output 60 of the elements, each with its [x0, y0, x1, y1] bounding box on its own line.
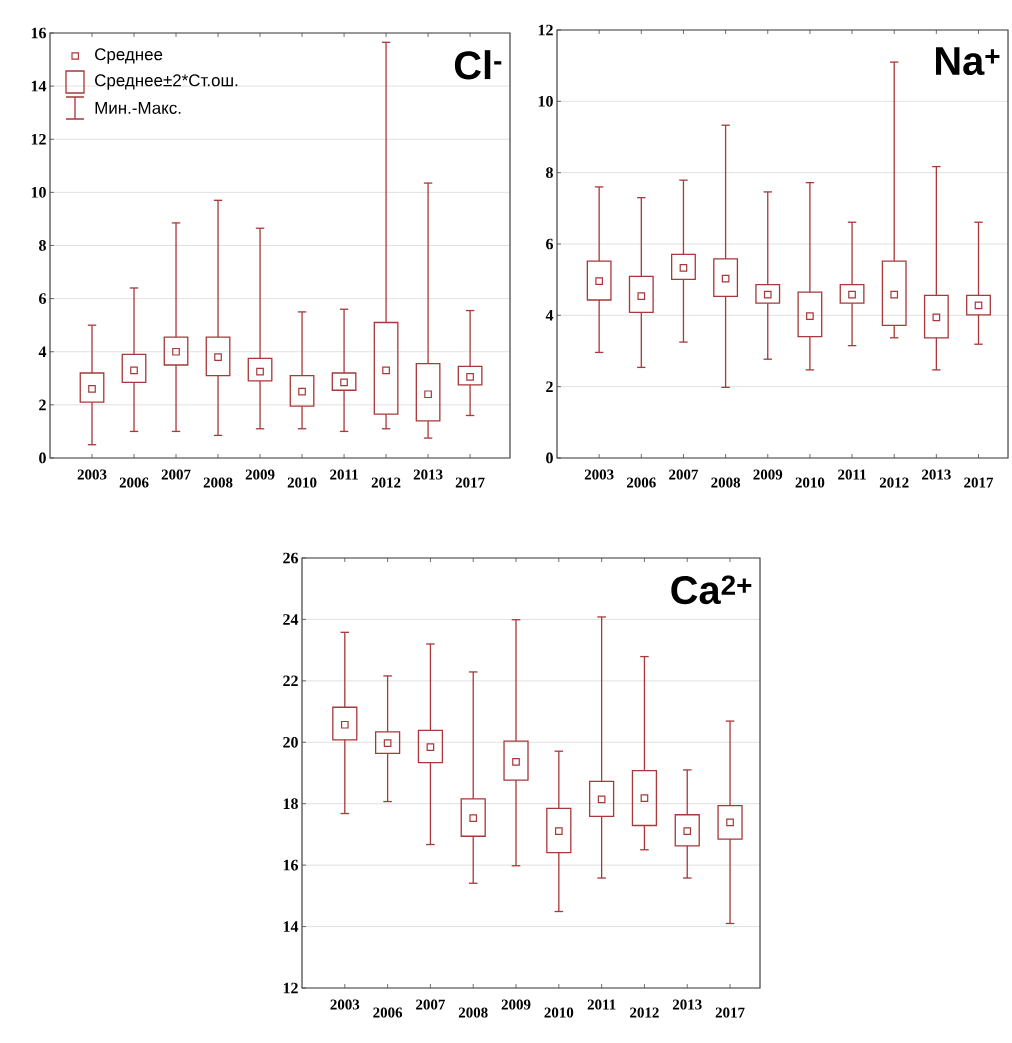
x-tick-label: 2003	[330, 999, 360, 1010]
y-tick-label: 18	[283, 798, 298, 810]
x-tick-label: 2003	[584, 469, 614, 480]
y-tick-label: 2	[39, 399, 46, 411]
y-tick-label: 22	[283, 675, 298, 687]
y-tick-label: 4	[38, 346, 47, 357]
y-tick-label: 0	[39, 452, 46, 464]
y-tick-label: 0	[546, 452, 553, 464]
x-tick-label: 2017	[455, 477, 485, 488]
chart-title: Cl$^{-}$	[454, 50, 502, 80]
y-tick-label: 4	[545, 310, 554, 321]
x-tick-label: 2010	[544, 1007, 574, 1018]
x-tick-label: 2007	[161, 469, 191, 480]
annotation: Мин.-Макс.	[95, 102, 181, 114]
annotation: Среднее	[95, 48, 163, 64]
y-tick-label: 10	[31, 186, 46, 198]
y-tick-label: 12	[283, 982, 298, 994]
x-tick-label: 2007	[669, 469, 699, 480]
x-tick-label: 2017	[964, 477, 994, 488]
y-tick-label: 6	[39, 293, 47, 304]
annotation: Среднее±2*Ст.ош.	[95, 74, 238, 90]
x-tick-label: 2013	[672, 999, 702, 1010]
x-tick-label: 2009	[501, 999, 531, 1010]
x-tick-label: 2011	[838, 469, 866, 480]
y-tick-label: 20	[283, 736, 298, 748]
x-tick-label: 2010	[795, 477, 825, 488]
x-tick-label: 2006	[626, 477, 656, 488]
y-tick-label: 2	[546, 381, 553, 392]
x-tick-label: 2007	[416, 999, 445, 1010]
x-tick-label: 2008	[458, 1007, 488, 1018]
x-tick-label: 2009	[245, 469, 275, 480]
y-tick-label: 16	[31, 27, 47, 39]
x-tick-label: 2006	[119, 477, 149, 488]
x-tick-label: 2012	[879, 477, 909, 488]
x-tick-label: 2006	[373, 1007, 403, 1018]
y-tick-label: 12	[31, 133, 46, 145]
chart-title: Ca$^{2+}$	[671, 575, 752, 605]
y-tick-label: 26	[283, 552, 299, 564]
x-tick-label: 2012	[630, 1007, 659, 1018]
chart-title: Na$^{+}$	[935, 47, 1000, 76]
x-tick-label: 2010	[287, 477, 317, 488]
y-tick-label: 8	[39, 240, 46, 251]
x-tick-label: 2008	[203, 477, 233, 488]
x-tick-label: 2009	[753, 469, 783, 480]
y-tick-label: 14	[31, 80, 47, 92]
y-tick-label: 8	[546, 167, 553, 179]
x-tick-label: 2012	[371, 477, 401, 488]
x-tick-label: 2011	[330, 469, 358, 480]
y-tick-label: 24	[283, 614, 299, 625]
x-tick-label: 2003	[77, 469, 107, 480]
y-tick-label: 10	[538, 95, 553, 107]
y-tick-label: 14	[283, 921, 299, 932]
y-tick-label: 12	[538, 24, 553, 36]
y-tick-label: 16	[283, 859, 299, 871]
x-tick-label: 2013	[413, 469, 443, 480]
x-tick-label: 2008	[711, 477, 741, 488]
x-tick-label: 2013	[922, 469, 951, 480]
x-tick-label: 2011	[587, 999, 616, 1010]
y-tick-label: 6	[546, 238, 554, 250]
x-tick-label: 2017	[715, 1007, 745, 1018]
